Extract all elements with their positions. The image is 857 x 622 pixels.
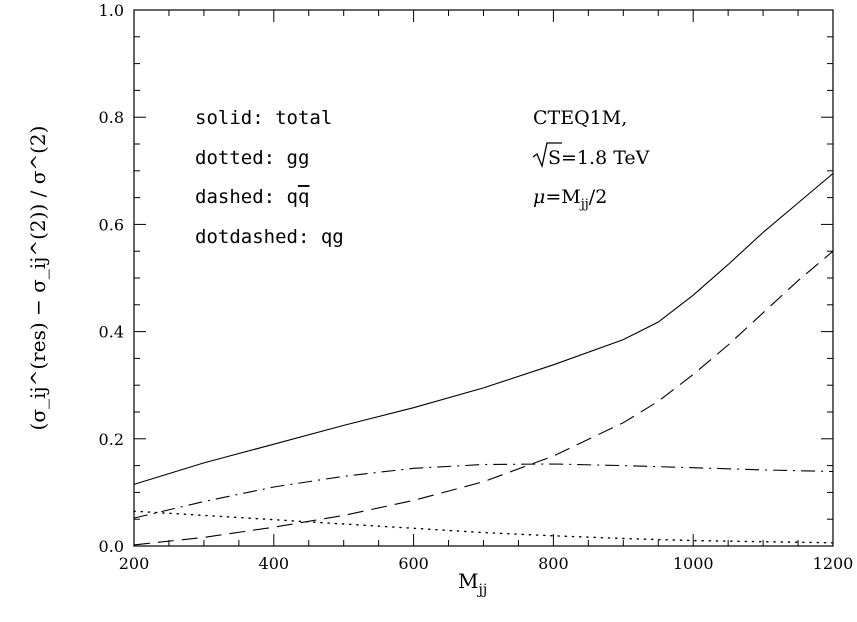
x-tick-label: 1200 <box>813 554 854 573</box>
y-tick-label: 0.2 <box>99 430 124 449</box>
series-layer <box>133 173 834 546</box>
legend-dashed-qbar: q <box>298 186 309 208</box>
x-tick-label: 200 <box>119 554 150 573</box>
tick-labels: 200 400 600 800 1000 1200 0.0 0.2 0.4 0.6 0.8 1.0 <box>99 1 854 573</box>
info-pdf: CTEQ1M, <box>533 107 627 129</box>
y-tick-label: 0.0 <box>99 537 124 556</box>
info-block: CTEQ1M, S=1.8 TeV μ=Mjj/2 <box>532 107 650 212</box>
sqrt-sign <box>532 142 562 169</box>
legend: solid: total dotted: gg dashed: qq dotda… <box>195 107 344 248</box>
info-energy: S=1.8 TeV <box>548 147 650 169</box>
x-tick-label: 1000 <box>673 554 714 573</box>
y-axis-title: (σ_ij^(res) − σ_ij^(2)) / σ^(2) <box>26 126 50 431</box>
x-tick-label: 600 <box>398 554 429 573</box>
x-axis-title: Mjj <box>458 569 487 598</box>
legend-dotdashed: dotdashed: qg <box>195 226 344 248</box>
series-line-solid <box>133 173 834 485</box>
y-tick-label: 0.6 <box>99 215 124 234</box>
legend-dotted: dotted: gg <box>195 147 309 169</box>
legend-dashed: dashed: qq <box>195 186 309 208</box>
y-tick-label: 0.8 <box>99 108 124 127</box>
info-sqrt-s: S=1.8 TeV <box>532 142 650 169</box>
axis-ticks <box>133 9 834 547</box>
legend-solid: solid: total <box>195 107 332 129</box>
x-tick-label: 400 <box>259 554 290 573</box>
series-line-dotdashed <box>133 463 834 519</box>
x-tick-label: 800 <box>538 554 569 573</box>
y-tick-label: 1.0 <box>99 1 124 20</box>
series-line-dashed <box>133 250 834 546</box>
series-line-dotted <box>133 510 834 544</box>
legend-dashed-label: dashed: q <box>195 186 298 208</box>
info-scale: μ=Mjj/2 <box>533 186 607 212</box>
plot-frame <box>133 9 834 547</box>
y-tick-label: 0.4 <box>99 323 124 342</box>
